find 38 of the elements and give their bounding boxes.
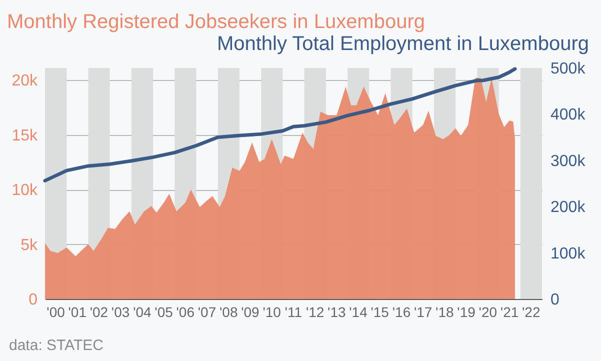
- x-tick-label: '00: [46, 304, 66, 320]
- x-tick-label: '02: [90, 304, 108, 320]
- y2-tick-label: 300k: [550, 152, 586, 170]
- x-tick-label: '03: [111, 304, 130, 320]
- x-tick-label: '04: [133, 304, 152, 320]
- x-tick-label: '01: [68, 304, 87, 320]
- y2-tick-label: 200k: [550, 199, 586, 216]
- x-tick-label: '09: [241, 304, 260, 320]
- y2-tick-label: 0: [550, 292, 560, 308]
- x-tick-label: '10: [262, 304, 282, 320]
- x-tick-label: '07: [198, 304, 216, 320]
- x-tick-label: '12: [306, 304, 324, 320]
- y-tick-label: 15k: [12, 127, 38, 144]
- y2-tick-label: 100k: [550, 245, 586, 262]
- x-tick-label: '15: [370, 304, 390, 320]
- x-tick-label: '20: [478, 304, 498, 320]
- line-series: [43, 67, 517, 182]
- x-tick-label: '18: [436, 304, 454, 320]
- y-tick-label: 0: [28, 292, 38, 308]
- x-tick-label: '06: [176, 304, 195, 320]
- y2-tick-label: 500k: [550, 60, 586, 78]
- x-tick-label: '16: [392, 304, 411, 320]
- y-tick-label: 20k: [12, 72, 38, 90]
- x-tick-label: '19: [457, 304, 476, 320]
- x-tick-label: '17: [414, 304, 432, 320]
- x-tick-label: '14: [349, 304, 368, 320]
- y-tick-label: 5k: [20, 236, 38, 254]
- x-tick-label: '22: [522, 304, 540, 320]
- x-tick-label: '13: [328, 304, 346, 320]
- y2-tick-label: 400k: [550, 106, 586, 124]
- x-tick-label: '05: [154, 304, 174, 320]
- x-tick-label: '11: [284, 304, 302, 320]
- text: Monthly Total Employment in Luxembourg: [216, 33, 589, 55]
- text: data: STATEC: [9, 337, 104, 354]
- x-tick-label: '21: [500, 304, 519, 320]
- text: Monthly Registered Jobseekers in Luxembourg: [7, 11, 425, 33]
- y-tick-label: 10k: [12, 182, 38, 200]
- x-tick-label: '08: [220, 304, 238, 320]
